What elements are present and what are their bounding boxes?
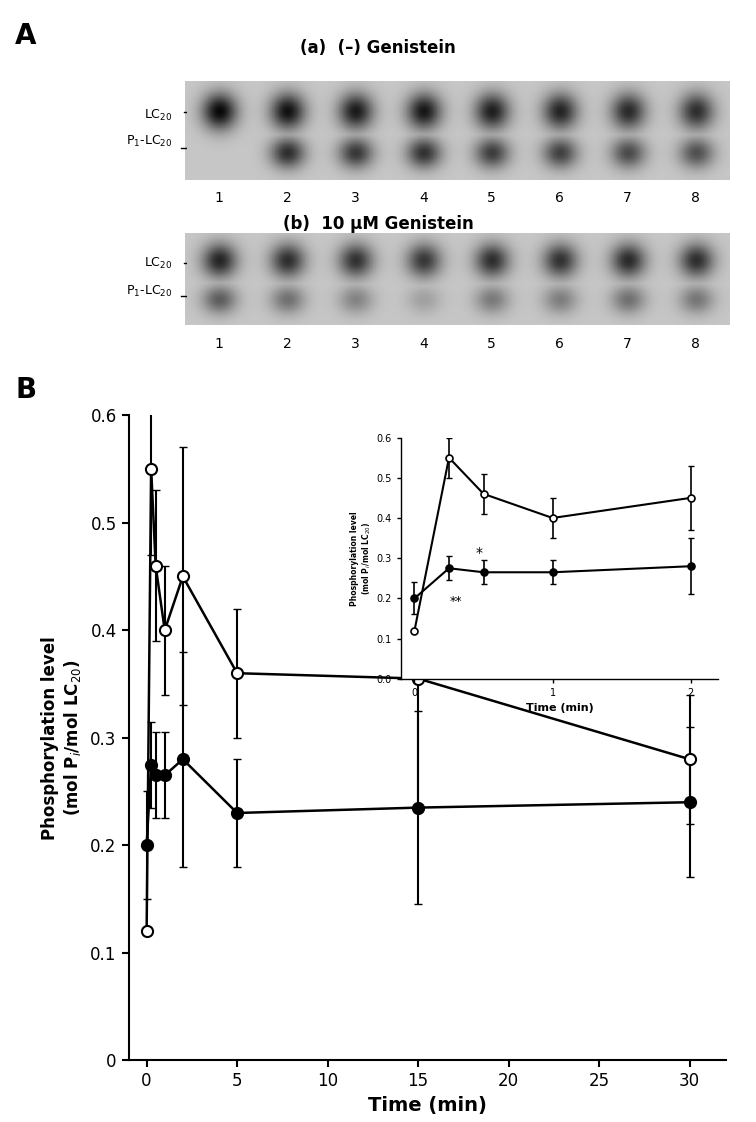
Text: P$_1$-LC$_{20}$: P$_1$-LC$_{20}$ [126, 134, 172, 149]
Text: 3: 3 [351, 337, 360, 350]
Text: 4: 4 [419, 191, 428, 204]
Text: 5: 5 [487, 191, 496, 204]
X-axis label: Time (min): Time (min) [367, 1096, 487, 1114]
Text: (b)  10 μM Genistein: (b) 10 μM Genistein [283, 215, 473, 233]
Y-axis label: Phosphorylation level
(mol P$_i$/mol LC$_{20}$): Phosphorylation level (mol P$_i$/mol LC$… [350, 511, 373, 606]
Text: LC$_{20}$: LC$_{20}$ [144, 256, 172, 272]
Text: 4: 4 [419, 337, 428, 350]
Text: 8: 8 [691, 191, 700, 204]
Text: 7: 7 [623, 337, 632, 350]
Text: 2: 2 [283, 191, 292, 204]
Text: 5: 5 [487, 337, 496, 350]
Text: P$_1$-LC$_{20}$: P$_1$-LC$_{20}$ [126, 284, 172, 300]
Text: 7: 7 [623, 191, 632, 204]
Text: A: A [15, 22, 36, 50]
Text: 8: 8 [691, 337, 700, 350]
Text: B: B [15, 376, 36, 404]
Text: (a)  (–) Genistein: (a) (–) Genistein [300, 39, 456, 57]
Text: 1: 1 [215, 337, 224, 350]
X-axis label: Time (min): Time (min) [525, 703, 593, 714]
Text: 1: 1 [215, 191, 224, 204]
Text: 6: 6 [555, 337, 564, 350]
Y-axis label: Phosphorylation level
(mol P$_i$/mol LC$_{20}$): Phosphorylation level (mol P$_i$/mol LC$… [41, 636, 83, 839]
Text: 3: 3 [351, 191, 360, 204]
Text: **: ** [450, 596, 462, 608]
Text: 6: 6 [555, 191, 564, 204]
Text: *: * [476, 546, 483, 560]
Text: 2: 2 [283, 337, 292, 350]
Text: LC$_{20}$: LC$_{20}$ [144, 108, 172, 123]
